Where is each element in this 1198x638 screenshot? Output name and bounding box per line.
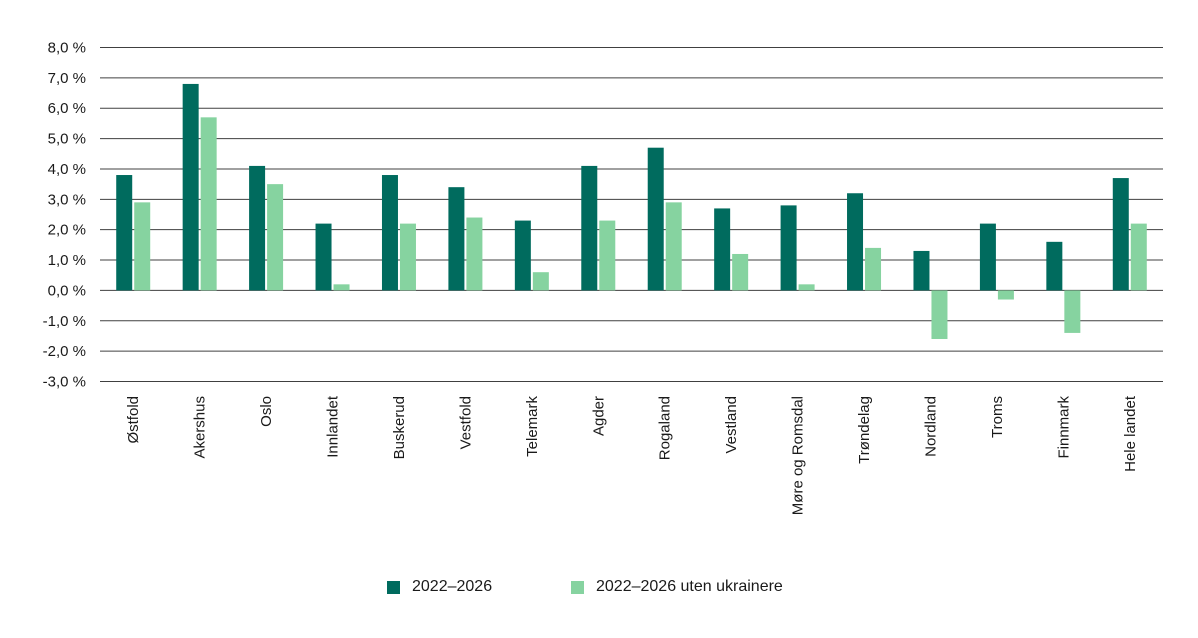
x-category-label: Buskerud [391, 396, 408, 459]
bar-series-2 [466, 217, 483, 291]
x-category-label: Møre og Romsdal [790, 396, 807, 515]
legend: 2022–2026 2022–2026 uten ukrainere [0, 578, 1198, 606]
x-axis-category-labels: Østfold Akershus Oslo Innlandet Buskerud Vest… [125, 395, 1139, 515]
bar-series-2 [931, 290, 948, 339]
bar-series-2 [399, 223, 416, 291]
bar-series-1 [315, 223, 332, 291]
y-tick-label: -2,0 % [43, 343, 86, 360]
bar-series-2 [200, 117, 217, 291]
bar-series-2 [333, 284, 350, 291]
bar-series-1 [381, 175, 398, 291]
bar-series-2 [134, 202, 151, 291]
y-tick-label: 8,0 % [48, 40, 86, 57]
y-tick-label: -3,0 % [43, 374, 86, 391]
x-category-label: Rogaland [657, 396, 674, 460]
x-category-label: Østfold [125, 396, 142, 444]
y-tick-label: 5,0 % [48, 131, 86, 148]
bar-series-1 [581, 165, 598, 291]
bar-series-1 [116, 175, 133, 291]
bar-series-1 [647, 147, 664, 291]
bars [116, 83, 1147, 339]
x-category-label: Troms [989, 396, 1006, 438]
y-axis-tick-labels: 8,0 % 7,0 % 6,0 % 5,0 % 4,0 % 3,0 % 2,0 % 1,0 %… [43, 40, 86, 391]
x-category-label: Akershus [192, 396, 209, 459]
y-tick-label: -1,0 % [43, 313, 86, 330]
bar-series-2 [665, 202, 682, 291]
x-category-label: Agder [590, 396, 607, 436]
bar-series-1 [182, 83, 199, 291]
legend-item-series-2: 2022–2026 uten ukrainere [571, 578, 783, 596]
bar-series-1 [514, 220, 531, 291]
bar-series-2 [267, 184, 284, 291]
y-tick-label: 1,0 % [48, 252, 86, 269]
bar-series-2 [1064, 290, 1081, 333]
y-tick-label: 7,0 % [48, 70, 86, 87]
y-tick-label: 6,0 % [48, 100, 86, 117]
x-category-label: Trøndelag [856, 396, 873, 464]
y-tick-label: 2,0 % [48, 222, 86, 239]
bar-series-2 [997, 290, 1014, 300]
x-category-label: Vestfold [457, 396, 474, 449]
bar-series-2 [798, 284, 815, 291]
x-category-label: Nordland [922, 396, 939, 457]
y-tick-label: 4,0 % [48, 161, 86, 178]
bar-series-1 [448, 187, 465, 291]
x-category-label: Telemark [524, 396, 541, 457]
y-tick-label: 3,0 % [48, 191, 86, 208]
bar-series-1 [913, 250, 930, 291]
bar-series-2 [865, 247, 882, 291]
bar-series-2 [1130, 223, 1147, 291]
x-category-label: Vestland [723, 396, 740, 454]
x-category-label: Innlandet [325, 395, 342, 458]
bar-series-2 [732, 253, 749, 291]
bar-series-1 [1046, 241, 1063, 291]
x-category-label: Hele landet [1122, 395, 1139, 472]
bar-chart: 8,0 % 7,0 % 6,0 % 5,0 % 4,0 % 3,0 % 2,0 % 1,0 %… [43, 40, 1163, 515]
x-category-label: Oslo [258, 396, 275, 427]
legend-swatch-series-2 [571, 580, 584, 594]
bar-series-1 [1112, 178, 1129, 291]
legend-item-series-1: 2022–2026 [387, 578, 492, 596]
bar-series-2 [599, 220, 616, 291]
bar-series-1 [714, 208, 731, 291]
bar-series-1 [979, 223, 996, 291]
bar-series-1 [249, 165, 266, 291]
legend-label-series-1: 2022–2026 [412, 578, 493, 595]
legend-swatch-series-1 [387, 580, 400, 594]
bar-series-1 [780, 205, 797, 291]
bar-series-2 [532, 272, 549, 291]
y-tick-label: 0,0 % [48, 282, 86, 299]
legend-label-series-2: 2022–2026 uten ukrainere [596, 578, 783, 595]
bar-series-1 [847, 193, 864, 291]
x-category-label: Finnmark [1055, 396, 1072, 459]
